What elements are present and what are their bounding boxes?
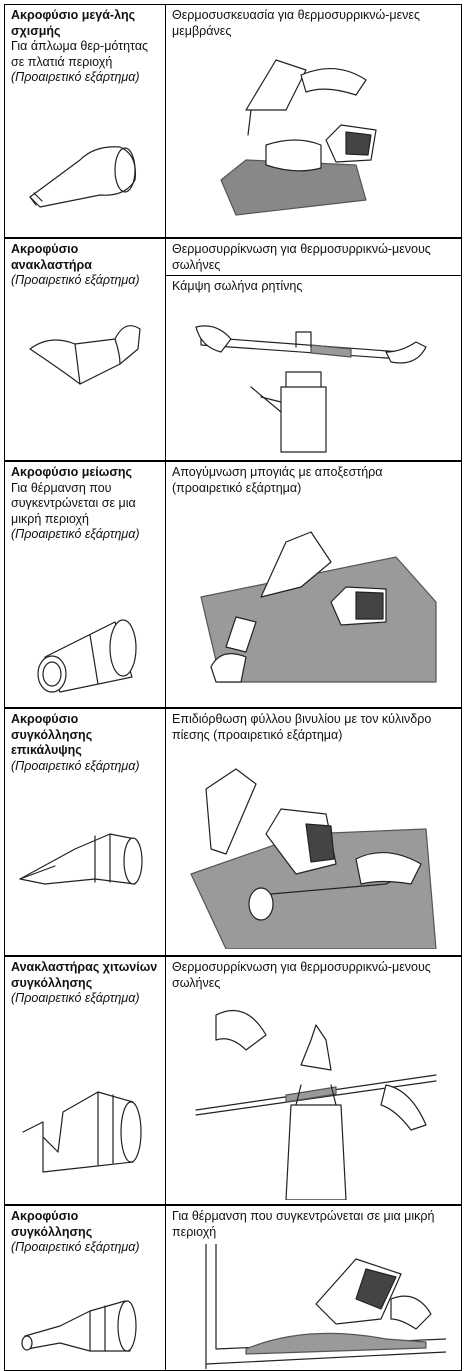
application-text: Θερμοσυρρίκνωση για θερμοσυρρικνώ-μενους… bbox=[172, 242, 431, 272]
application-illustration bbox=[195, 1009, 437, 1200]
application-cell: Επιδιόρθωση φύλλου βινυλίου με τον κύλιν… bbox=[166, 709, 461, 955]
application-cell: Για θέρμανση που συγκεντρώνεται σε μια μ… bbox=[166, 1206, 461, 1370]
nozzle-illustration bbox=[29, 146, 137, 208]
nozzle-illustration bbox=[37, 619, 137, 693]
nozzle-description: Για θέρμανση που συγκεντρώνεται σε μια μ… bbox=[11, 480, 136, 526]
nozzle-description: Για άπλωμα θερ-μότητας σε πλατιά περιοχή bbox=[11, 39, 149, 69]
nozzle-cell: Ακροφύσιο ανακλαστήρα (Προαιρετικό εξάρτ… bbox=[5, 239, 166, 460]
nozzle-table: Ακροφύσιο μεγά-λης σχισμής Για άπλωμα θε… bbox=[4, 4, 462, 1371]
application-text: Επιδιόρθωση φύλλου βινυλίου με τον κύλιν… bbox=[172, 712, 432, 742]
application-text: Θερμοσυρρίκνωση για θερμοσυρρικνώ-μενους… bbox=[172, 960, 431, 990]
nozzle-illustration bbox=[21, 1300, 137, 1352]
table-row: Ανακλαστήρας χιτωνίων συγκόλλησης (Προαι… bbox=[5, 955, 461, 1204]
optional-note: (Προαιρετικό εξάρτημα) bbox=[11, 273, 140, 287]
optional-note: (Προαιρετικό εξάρτημα) bbox=[11, 991, 140, 1005]
table-row: Ακροφύσιο συγκόλλησης επικάλυψης (Προαιρ… bbox=[5, 707, 461, 955]
table-row: Ακροφύσιο μεγά-λης σχισμής Για άπλωμα θε… bbox=[5, 5, 461, 237]
application-cell: Απογύμνωση μπογιάς με αποξεστήρα (προαιρ… bbox=[166, 462, 461, 707]
nozzle-illustration bbox=[19, 833, 143, 885]
nozzle-cell: Ακροφύσιο μεγά-λης σχισμής Για άπλωμα θε… bbox=[5, 5, 166, 237]
nozzle-illustration bbox=[22, 1091, 142, 1173]
nozzle-cell: Ακροφύσιο μείωσης Για θέρμανση που συγκε… bbox=[5, 462, 166, 707]
nozzle-illustration bbox=[29, 325, 141, 385]
application-illustration bbox=[190, 768, 437, 949]
nozzle-name: Ακροφύσιο ανακλαστήρα bbox=[11, 242, 92, 272]
application-cell: Θερμοσυρρίκνωση για θερμοσυρρικνώ-μενους… bbox=[166, 957, 461, 1204]
nozzle-name: Ακροφύσιο συγκόλλησης bbox=[11, 1209, 93, 1239]
table-row: Ακροφύσιο συγκόλλησης (Προαιρετικό εξάρτ… bbox=[5, 1204, 461, 1370]
optional-note: (Προαιρετικό εξάρτημα) bbox=[11, 70, 140, 84]
optional-note: (Προαιρετικό εξάρτημα) bbox=[11, 527, 140, 541]
application-text: Θερμοσυσκευασία για θερμοσυρρικνώ-μενες … bbox=[172, 8, 421, 38]
application-illustration bbox=[200, 531, 437, 683]
nozzle-name: Ακροφύσιο μείωσης bbox=[11, 465, 133, 479]
application-illustration bbox=[205, 1244, 446, 1369]
optional-note: (Προαιρετικό εξάρτημα) bbox=[11, 1240, 140, 1254]
application-text: Κάμψη σωλήνα ρητίνης bbox=[166, 275, 461, 297]
table-row: Ακροφύσιο μείωσης Για θέρμανση που συγκε… bbox=[5, 460, 461, 707]
table-row: Ακροφύσιο ανακλαστήρα (Προαιρετικό εξάρτ… bbox=[5, 237, 461, 460]
nozzle-name: Ακροφύσιο μεγά-λης σχισμής bbox=[11, 8, 136, 38]
application-cell: Θερμοσυρρίκνωση για θερμοσυρρικνώ-μενους… bbox=[166, 239, 461, 460]
nozzle-cell: Ανακλαστήρας χιτωνίων συγκόλλησης (Προαι… bbox=[5, 957, 166, 1204]
nozzle-name: Ακροφύσιο συγκόλλησης επικάλυψης bbox=[11, 712, 93, 757]
nozzle-name: Ανακλαστήρας χιτωνίων συγκόλλησης bbox=[11, 960, 158, 990]
application-illustration bbox=[220, 59, 377, 216]
application-illustration bbox=[195, 325, 427, 453]
nozzle-cell: Ακροφύσιο συγκόλλησης (Προαιρετικό εξάρτ… bbox=[5, 1206, 166, 1370]
application-text: Απογύμνωση μπογιάς με αποξεστήρα (προαιρ… bbox=[172, 465, 383, 495]
nozzle-cell: Ακροφύσιο συγκόλλησης επικάλυψης (Προαιρ… bbox=[5, 709, 166, 955]
optional-note: (Προαιρετικό εξάρτημα) bbox=[11, 758, 140, 773]
application-text: Για θέρμανση που συγκεντρώνεται σε μια μ… bbox=[172, 1209, 435, 1239]
application-cell: Θερμοσυσκευασία για θερμοσυρρικνώ-μενες … bbox=[166, 5, 461, 237]
